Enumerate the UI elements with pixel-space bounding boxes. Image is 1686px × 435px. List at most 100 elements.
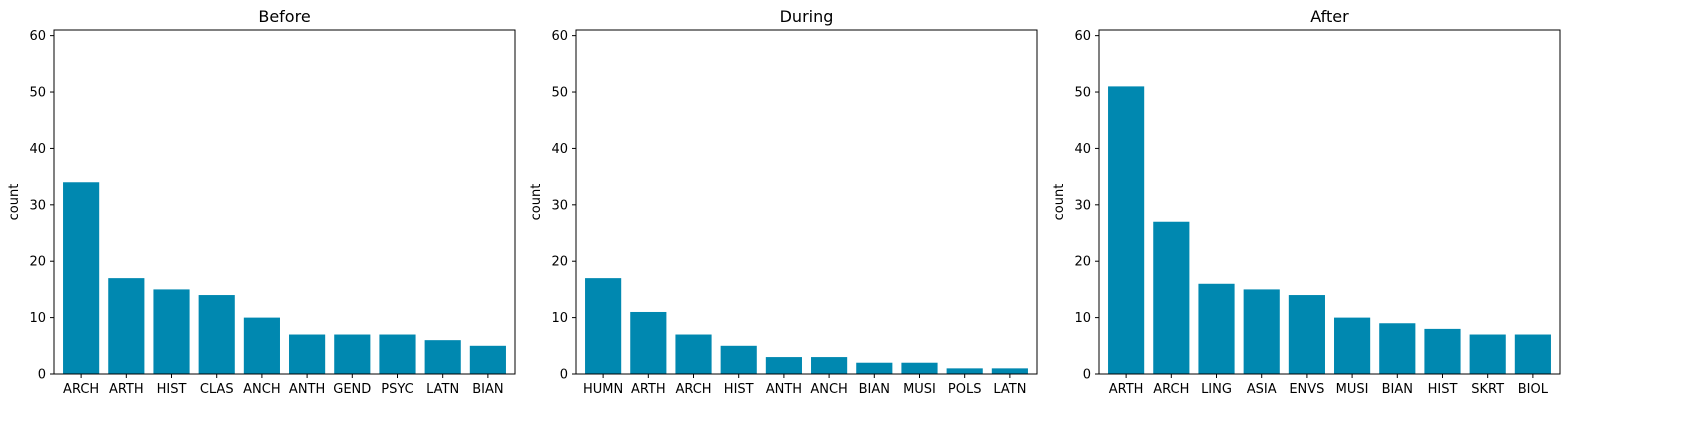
x-tick-label: ARTH [631,382,666,397]
y-tick-label: 30 [29,198,46,213]
bars [1108,86,1551,374]
y-axis-label: count [7,184,22,221]
y-tick-label: 30 [551,198,568,213]
x-tick-label: ARCH [1153,382,1189,397]
y-axis-label: count [1052,184,1067,221]
bar-anch [243,317,280,374]
y-tick-label: 60 [29,29,46,44]
bar-ling [1198,283,1235,374]
plot-frame [1098,29,1561,375]
bar-humn [585,278,622,374]
bar-bian [856,362,893,374]
y-tick-label: 0 [38,368,46,383]
bar-clas [198,295,235,374]
bar-arch [63,182,100,374]
y-tick-label: 50 [551,86,568,101]
y-axis-label: count [529,184,544,221]
chart-title: After [1310,7,1349,26]
y-tick-label: 50 [1074,86,1091,101]
x-tick-label: MUSI [1336,382,1369,397]
x-tick-label: ASIA [1247,382,1277,397]
y-tick-label: 10 [551,311,568,326]
bar-envs [1288,295,1325,374]
x-tick-label: SKRT [1471,382,1504,397]
bar-psyc [379,334,416,374]
x-tick-label: LATN [993,382,1026,397]
y-tick-label: 10 [29,311,46,326]
y-tick-label: 40 [551,142,568,157]
x-tick-label: BIAN [1382,382,1413,397]
bar-anch [811,357,848,374]
bar-musi [1334,317,1371,374]
x-axis-ticks: ARTH ARCH LING ASIA ENVS MUSI BIAN HIST SKRT BIOL [1109,374,1549,397]
bar-arth [630,311,667,374]
x-tick-label: HIST [724,382,754,397]
bar-arth [108,278,145,374]
x-tick-label: HUMN [583,382,623,397]
bar-anth [765,357,802,374]
x-tick-label: ARCH [63,382,99,397]
x-tick-label: PSYC [381,382,413,397]
chart-title: Before [258,7,310,26]
bar-bian [469,345,506,374]
y-axis-ticks: 0 10 20 30 40 50 60 [29,29,54,383]
bars [585,278,1028,374]
bar-bian [1379,323,1416,374]
x-tick-label: BIAN [472,382,503,397]
bar-arch [675,334,712,374]
y-tick-label: 20 [29,255,46,270]
chart-panel-during: 0 10 20 30 40 50 60 HUMN ARTH ARCH HIST ANTH ANCH BIA… [529,7,1038,397]
x-tick-label: ARCH [675,382,711,397]
y-tick-label: 60 [1074,29,1091,44]
bar-pols [946,368,983,374]
x-tick-label: ENVS [1289,382,1324,397]
bar-latn [424,340,461,374]
y-tick-label: 60 [551,29,568,44]
x-tick-label: BIAN [859,382,890,397]
x-tick-label: CLAS [200,382,234,397]
bar-hist [153,289,190,374]
bar-skrt [1469,334,1506,374]
plot-frame [575,29,1038,375]
y-tick-label: 40 [29,142,46,157]
y-tick-label: 50 [29,86,46,101]
x-tick-label: HIST [157,382,187,397]
bar-musi [901,362,938,374]
bar-asia [1243,289,1280,374]
bars [63,182,506,374]
y-tick-label: 40 [1074,142,1091,157]
y-tick-label: 0 [1083,368,1091,383]
x-tick-label: LING [1201,382,1232,397]
plot-frame [53,29,516,375]
bar-arth [1108,86,1145,374]
x-tick-label: ANTH [289,382,325,397]
x-tick-label: MUSI [903,382,936,397]
y-tick-label: 10 [1074,311,1091,326]
bar-gend [334,334,371,374]
x-tick-label: GEND [333,382,371,397]
y-tick-label: 0 [560,368,568,383]
x-tick-label: ANCH [810,382,847,397]
x-axis-ticks: ARCH ARTH HIST CLAS ANCH ANTH GEND PSYC LATN BIAN [63,374,504,397]
x-tick-label: BIOL [1518,382,1549,397]
chart-panel-after: 0 10 20 30 40 50 60 ARTH ARCH LING ASIA ENVS MUSI BIA… [1052,7,1561,397]
x-axis-ticks: HUMN ARTH ARCH HIST ANTH ANCH BIAN MUSI POLS LATN [583,374,1026,397]
bar-latn [991,368,1028,374]
y-axis-ticks: 0 10 20 30 40 50 60 [551,29,576,383]
x-tick-label: ANCH [243,382,280,397]
bar-hist [1424,328,1461,374]
chart-title: During [780,7,834,26]
x-tick-label: ARTH [109,382,144,397]
x-tick-label: LATN [426,382,459,397]
bar-biol [1514,334,1551,374]
bar-anth [289,334,326,374]
y-axis-ticks: 0 10 20 30 40 50 60 [1074,29,1099,383]
x-tick-label: POLS [948,382,982,397]
x-tick-label: HIST [1428,382,1458,397]
y-tick-label: 30 [1074,198,1091,213]
bar-arch [1153,221,1190,374]
x-tick-label: ARTH [1109,382,1144,397]
y-tick-label: 20 [551,255,568,270]
x-tick-label: ANTH [766,382,802,397]
